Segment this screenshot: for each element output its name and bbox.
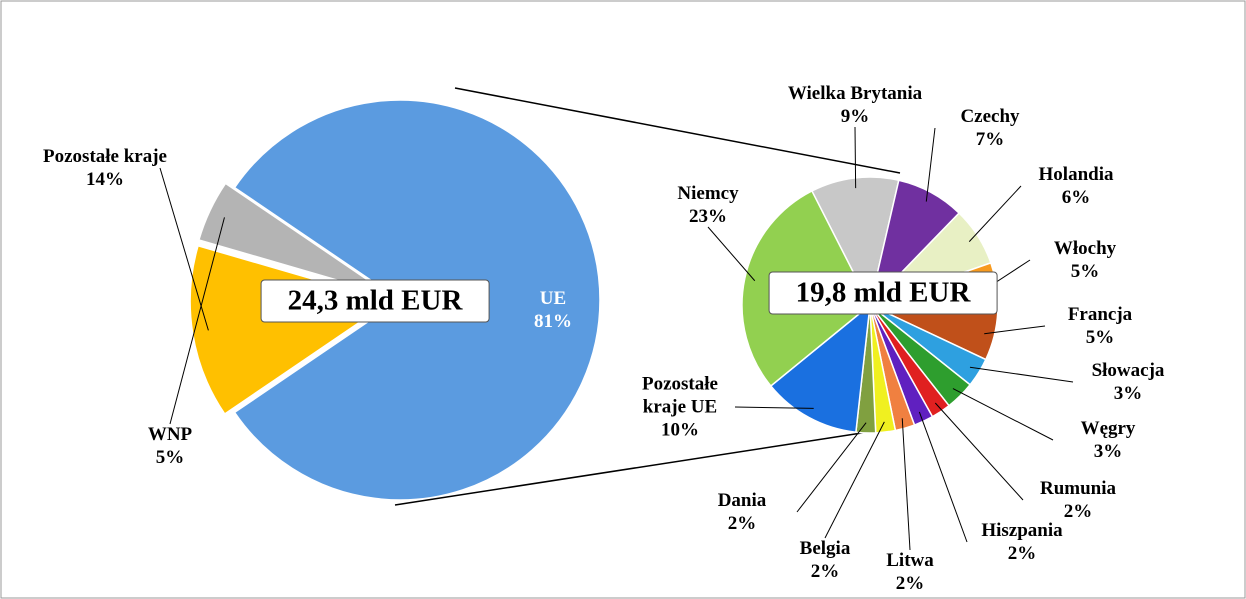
value-label: 2% bbox=[895, 573, 925, 594]
value-label: 9% bbox=[840, 106, 870, 127]
slice-label: Węgry 3% bbox=[1081, 417, 1136, 463]
value-label: 7% bbox=[975, 129, 1005, 150]
leader-line bbox=[952, 388, 1054, 441]
pie-slice bbox=[197, 182, 392, 297]
category: Włochy bbox=[1053, 238, 1117, 259]
leader-line bbox=[734, 406, 814, 409]
slice-label: Słowacja 3% bbox=[1092, 359, 1165, 405]
category: Dania bbox=[717, 490, 767, 511]
leader-line bbox=[796, 422, 867, 513]
center-label: 24,3 mld EUR bbox=[260, 279, 490, 323]
leader-line bbox=[984, 325, 1046, 335]
value-label: 2% bbox=[1007, 543, 1037, 564]
leader-line bbox=[918, 411, 968, 543]
slice-label: Pozostałe kraje UE 10% bbox=[625, 373, 735, 442]
slice-label: Litwa 2% bbox=[886, 549, 934, 595]
category: Czechy bbox=[960, 106, 1020, 127]
category: Francja bbox=[1067, 304, 1133, 325]
value-label: 3% bbox=[1113, 383, 1143, 404]
category: Holandia bbox=[1038, 164, 1114, 185]
center-label: 19,8 mld EUR bbox=[768, 271, 998, 315]
connector bbox=[454, 87, 901, 174]
category: Pozostałe kraje UE bbox=[642, 373, 718, 418]
category: Pozostałe kraje bbox=[43, 146, 167, 167]
value-label: 14% bbox=[85, 169, 124, 190]
slice-label: Belgia 2% bbox=[800, 537, 851, 583]
value-label: 2% bbox=[727, 513, 757, 534]
pie-slice bbox=[769, 303, 871, 434]
value-label: 2% bbox=[810, 561, 840, 582]
value-label: 5% bbox=[155, 447, 185, 468]
value-label: 23% bbox=[688, 206, 727, 227]
slice-label: Włochy 5% bbox=[1054, 237, 1116, 283]
value-label: 2% bbox=[1063, 501, 1093, 522]
category: Rumunia bbox=[1039, 478, 1117, 499]
value-label: 5% bbox=[1070, 261, 1100, 282]
leader-line bbox=[824, 421, 885, 539]
value-label: 81% bbox=[534, 311, 572, 332]
category: Litwa bbox=[886, 550, 934, 571]
leader-line bbox=[901, 418, 911, 551]
slice-label: Wielka Brytania 9% bbox=[788, 82, 922, 128]
slice-label: Pozostałe kraje 14% bbox=[43, 145, 167, 191]
slice-label: Hiszpania 2% bbox=[981, 519, 1062, 565]
slice-label: Holandia 6% bbox=[1039, 163, 1114, 209]
slice-label: Niemcy 23% bbox=[677, 182, 738, 228]
slice-label: WNP 5% bbox=[148, 423, 192, 469]
category: Hiszpania bbox=[981, 520, 1063, 541]
slice-label: Dania 2% bbox=[718, 489, 767, 535]
category: WNP bbox=[147, 424, 193, 445]
value-label: 3% bbox=[1093, 441, 1123, 462]
value-label: 5% bbox=[1085, 327, 1115, 348]
slice-label: Czechy 7% bbox=[960, 105, 1019, 151]
connector bbox=[394, 431, 869, 506]
category: Wielka Brytania bbox=[787, 83, 923, 104]
category: Słowacja bbox=[1091, 360, 1165, 381]
leader-line bbox=[969, 366, 1074, 383]
category: UE bbox=[539, 288, 567, 309]
category: Węgry bbox=[1080, 418, 1136, 439]
value-label: 10% bbox=[661, 419, 699, 441]
leader-line bbox=[707, 226, 756, 282]
leader-line bbox=[968, 185, 1022, 242]
slice-label: Rumunia 2% bbox=[1040, 477, 1116, 523]
slice-label: UE 81% bbox=[534, 287, 572, 333]
leader-line bbox=[854, 126, 857, 189]
leader-line bbox=[159, 167, 209, 331]
category: Niemcy bbox=[677, 183, 739, 204]
slice-label: Francja 5% bbox=[1068, 303, 1132, 349]
leader-line bbox=[934, 402, 1024, 501]
category: Belgia bbox=[799, 538, 851, 559]
value-label: 6% bbox=[1061, 187, 1091, 208]
leader-line bbox=[169, 217, 225, 425]
leader-line bbox=[925, 127, 936, 202]
